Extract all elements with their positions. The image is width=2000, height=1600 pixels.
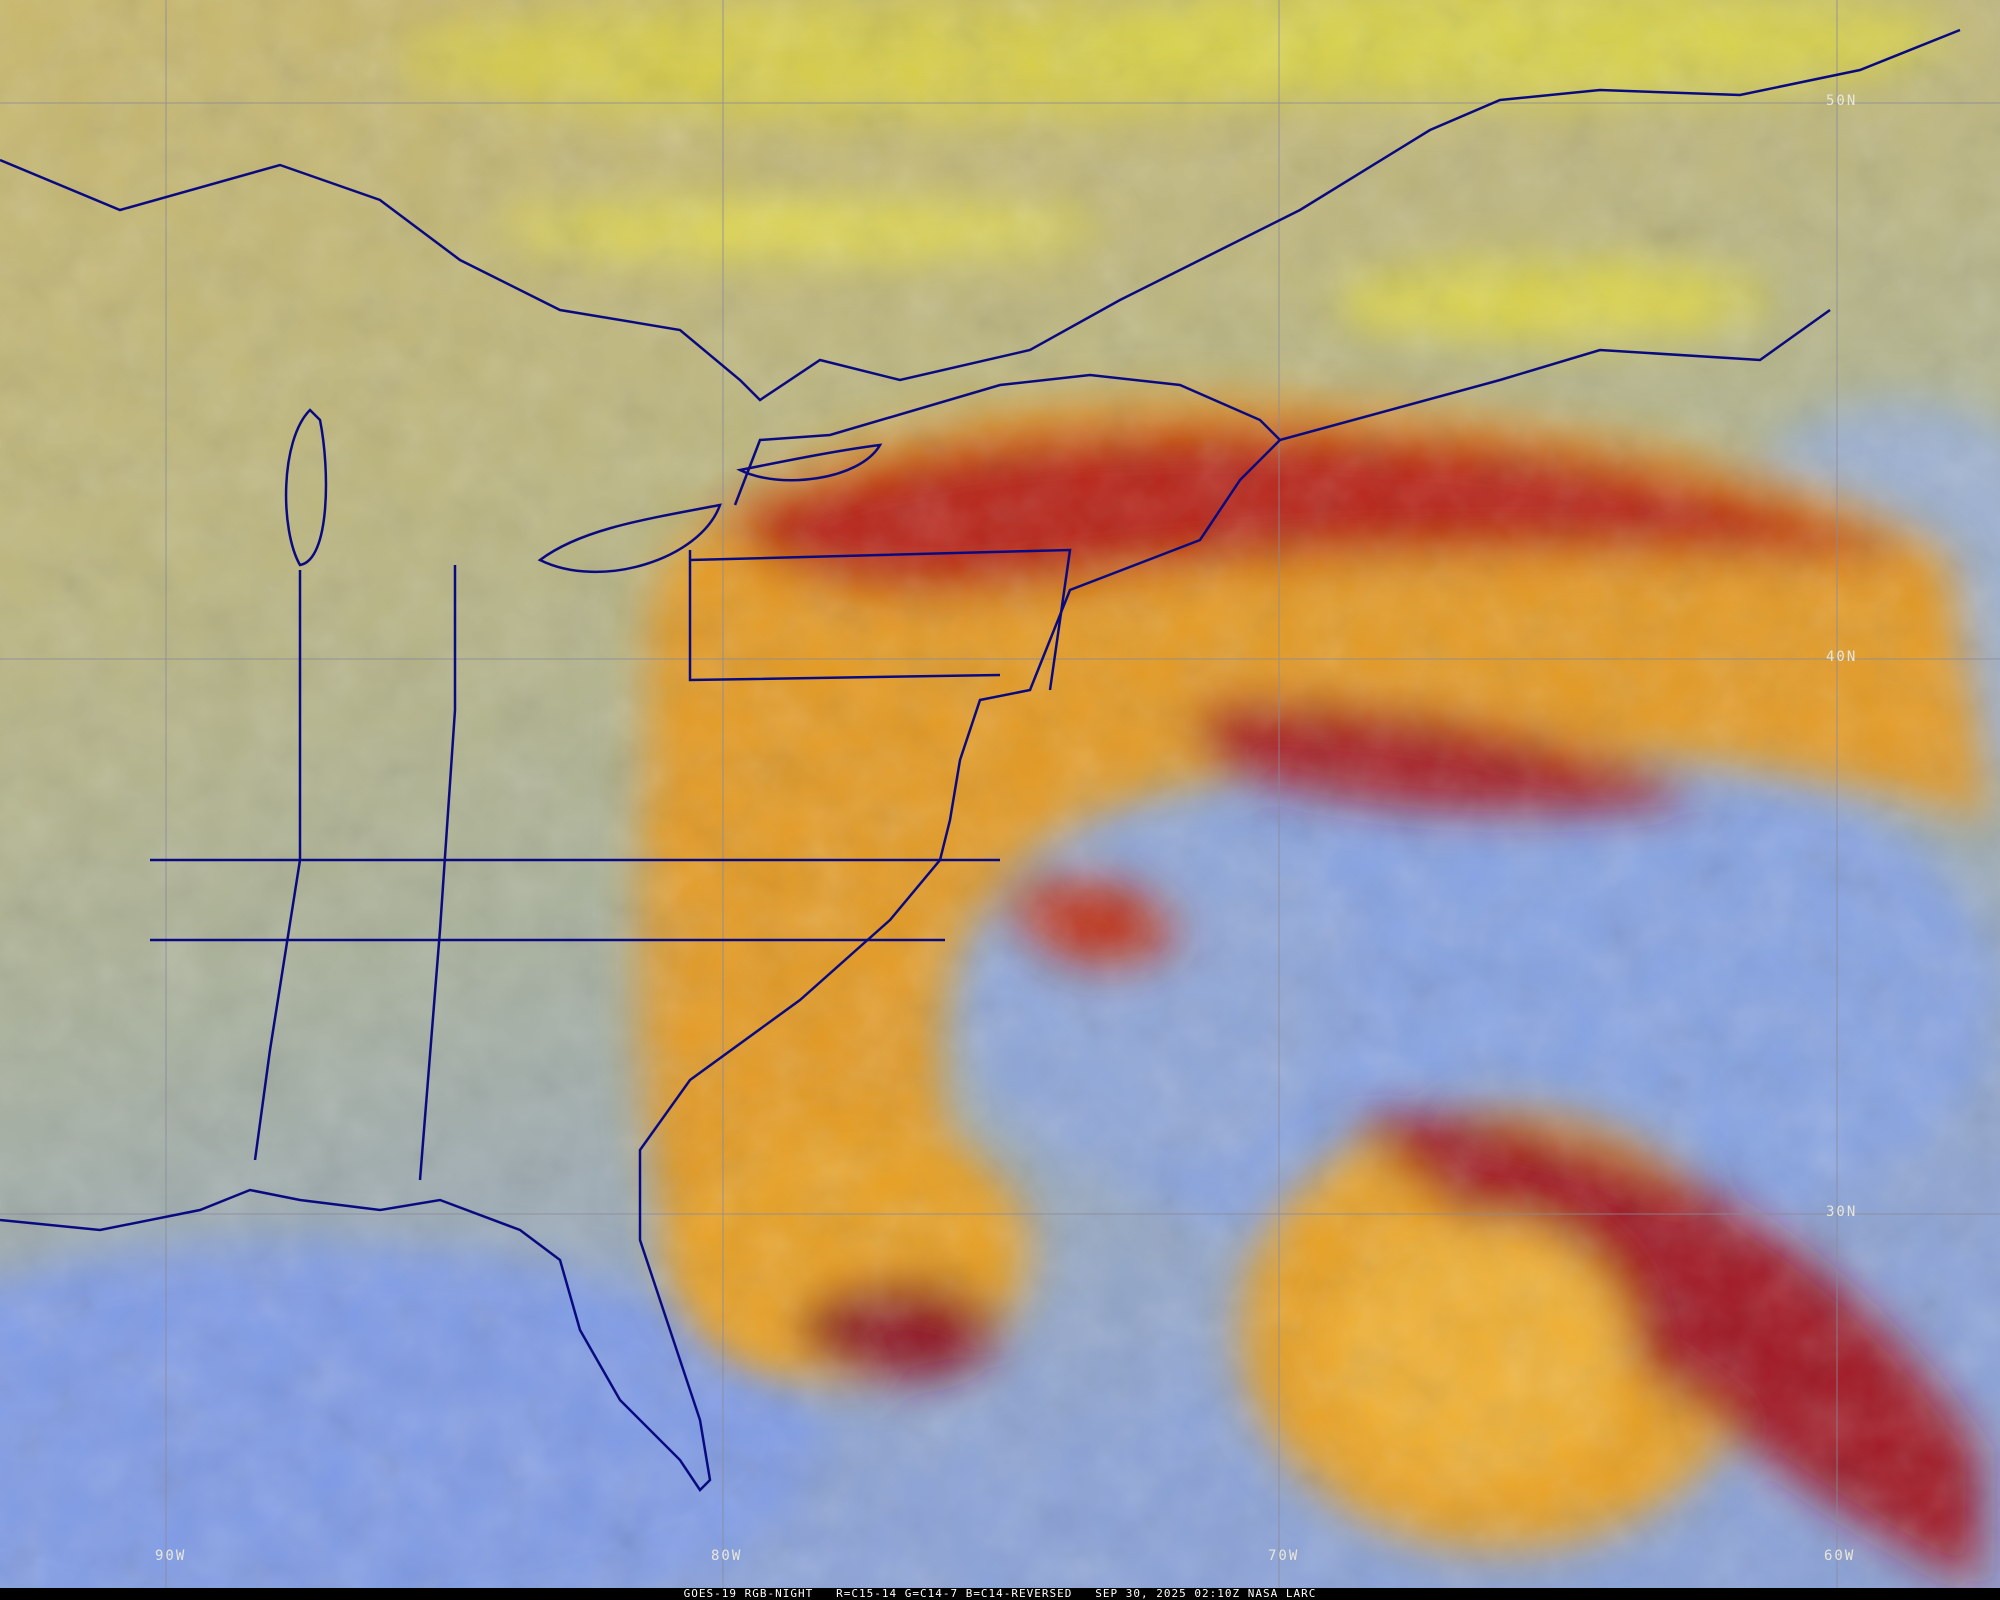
- latitude-label-40n: 40N: [1826, 649, 1858, 665]
- image-caption: GOES-19 RGB-NIGHT R=C15-14 G=C14-7 B=C14…: [0, 1588, 2000, 1600]
- political-boundaries: [0, 28, 1961, 1492]
- latitude-label-50n: 50N: [1826, 93, 1858, 109]
- longitude-label-70w: 70W: [1268, 1548, 1300, 1564]
- latitude-label-30n: 30N: [1826, 1204, 1858, 1220]
- longitude-label-90w: 90W: [155, 1548, 187, 1564]
- longitude-label-80w: 80W: [711, 1548, 743, 1564]
- longitude-label-60w: 60W: [1824, 1548, 1856, 1564]
